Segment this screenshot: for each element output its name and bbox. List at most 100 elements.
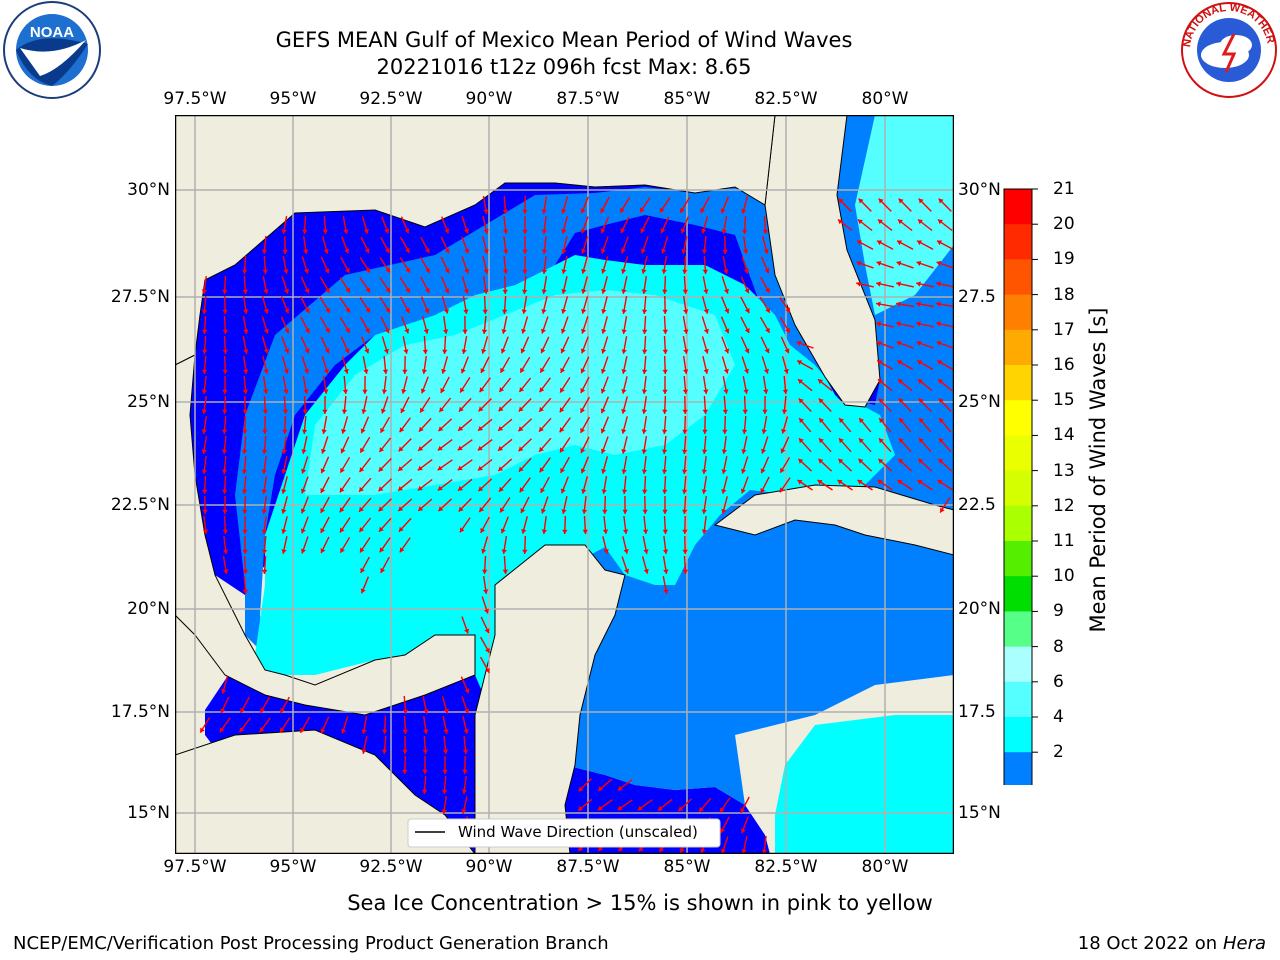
colorbar-tick-label: 18	[1053, 284, 1075, 305]
direction-arrow-head	[478, 425, 483, 431]
direction-arrow-head	[581, 488, 587, 494]
direction-arrow-head	[699, 806, 704, 812]
direction-arrow-head	[936, 281, 941, 287]
direction-arrow-head	[464, 708, 470, 714]
direction-arrow-head	[601, 348, 607, 354]
direction-arrow-head	[263, 308, 269, 314]
direction-arrow-head	[857, 480, 863, 485]
direction-arrow-head	[561, 208, 567, 214]
direction-arrow-head	[580, 208, 586, 214]
direction-arrow-head	[323, 368, 329, 374]
direction-arrow-head	[521, 328, 527, 334]
direction-arrow-head	[918, 398, 924, 404]
direction-arrow-head	[463, 228, 469, 234]
lat-tick-right: 22.5	[958, 495, 996, 515]
direction-arrow-head	[581, 248, 587, 254]
direction-arrow-head	[261, 529, 268, 534]
colorbar-segment	[1004, 400, 1032, 436]
direction-arrow-head	[262, 429, 268, 434]
direction-arrow-head	[662, 369, 668, 374]
direction-arrow-head	[437, 485, 443, 491]
direction-arrow-head	[398, 486, 403, 491]
colorbar-tick-label: 16	[1053, 355, 1075, 375]
direction-arrow-head	[877, 480, 883, 485]
direction-arrow-head	[662, 289, 668, 294]
direction-arrow-head	[498, 426, 504, 431]
direction-arrow-head	[661, 449, 668, 454]
direction-arrow-head	[380, 408, 386, 414]
direction-arrow-head	[519, 487, 525, 493]
direction-arrow-head	[324, 268, 330, 274]
direction-arrow-head	[201, 429, 207, 434]
colorbar-tick-label: 2	[1053, 742, 1064, 763]
direction-arrow-head	[364, 348, 370, 354]
direction-arrow-head	[662, 409, 668, 414]
lon-tick-bottom: 80°W	[861, 857, 909, 877]
mexico-land	[175, 354, 476, 716]
direction-arrow-head	[765, 327, 770, 333]
colorbar-label: Mean Period of Wind Waves [s]	[1086, 307, 1110, 633]
direction-arrow-head	[641, 409, 647, 414]
direction-arrow-head	[917, 240, 922, 246]
lon-tick-bottom: 90°W	[465, 857, 513, 877]
direction-arrow-head	[559, 427, 565, 433]
direction-arrow-head	[601, 328, 607, 334]
direction-arrow-head	[320, 728, 326, 734]
direction-arrow-head	[581, 328, 587, 334]
direction-arrow-head	[498, 445, 503, 451]
direction-arrow-head	[457, 445, 463, 451]
lon-tick-top: 97.5°W	[163, 89, 227, 109]
direction-arrow-head	[444, 268, 450, 274]
lat-tick-left: 27.5°N	[110, 287, 170, 307]
direction-arrow-head	[581, 308, 587, 314]
direction-arrow-head	[402, 369, 408, 374]
direction-arrow-head	[344, 348, 350, 354]
direction-arrow-head	[600, 368, 606, 374]
direction-arrow-head	[437, 445, 443, 451]
direction-arrow-head	[939, 418, 944, 424]
direction-arrow-head	[378, 506, 384, 512]
direction-arrow-head	[580, 468, 586, 474]
direction-arrow-head	[721, 449, 727, 454]
direction-arrow-head	[743, 389, 749, 394]
direction-arrow-head	[603, 549, 609, 554]
direction-arrow-head	[201, 469, 208, 474]
colorbar-segment	[1004, 470, 1032, 507]
direction-arrow-head	[340, 547, 345, 553]
direction-arrow-head	[405, 247, 410, 253]
direction-arrow-head	[539, 467, 545, 473]
direction-arrow-head	[201, 369, 208, 374]
direction-arrow-head	[764, 348, 770, 354]
direction-arrow-head	[818, 398, 824, 404]
direction-arrow-head	[621, 369, 627, 374]
direction-arrow-head	[916, 260, 922, 266]
direction-arrow-head	[740, 828, 746, 834]
direction-arrow-head	[443, 308, 449, 314]
direction-arrow-head	[201, 389, 208, 394]
direction-arrow-head	[701, 249, 708, 254]
direction-arrow-head	[720, 828, 726, 833]
direction-arrow-head	[383, 348, 389, 354]
direction-arrow-head	[283, 389, 289, 394]
direction-arrow-head	[858, 198, 864, 204]
direction-arrow-head	[601, 309, 607, 314]
map-panel: Wind Wave Direction (unscaled)	[175, 115, 954, 854]
direction-arrow-head	[281, 489, 287, 494]
direction-arrow-head	[540, 348, 546, 354]
direction-arrow-head	[384, 328, 390, 334]
colorbar	[1003, 188, 1038, 785]
central-america-land	[175, 729, 476, 854]
direction-arrow-head	[462, 749, 469, 754]
direction-arrow-head	[560, 387, 565, 393]
direction-arrow-head	[797, 360, 803, 365]
direction-arrow-head	[440, 388, 446, 393]
direction-arrow-head	[301, 429, 308, 434]
direction-arrow-head	[781, 428, 787, 434]
direction-arrow-head	[444, 228, 450, 234]
direction-arrow-head	[682, 509, 688, 514]
direction-arrow-head	[443, 329, 449, 334]
direction-arrow-head	[439, 407, 445, 412]
lat-tick-left: 20°N	[127, 599, 170, 619]
direction-arrow-head	[243, 309, 249, 314]
chart-title: GEFS MEAN Gulf of Mexico Mean Period of …	[275, 28, 853, 52]
